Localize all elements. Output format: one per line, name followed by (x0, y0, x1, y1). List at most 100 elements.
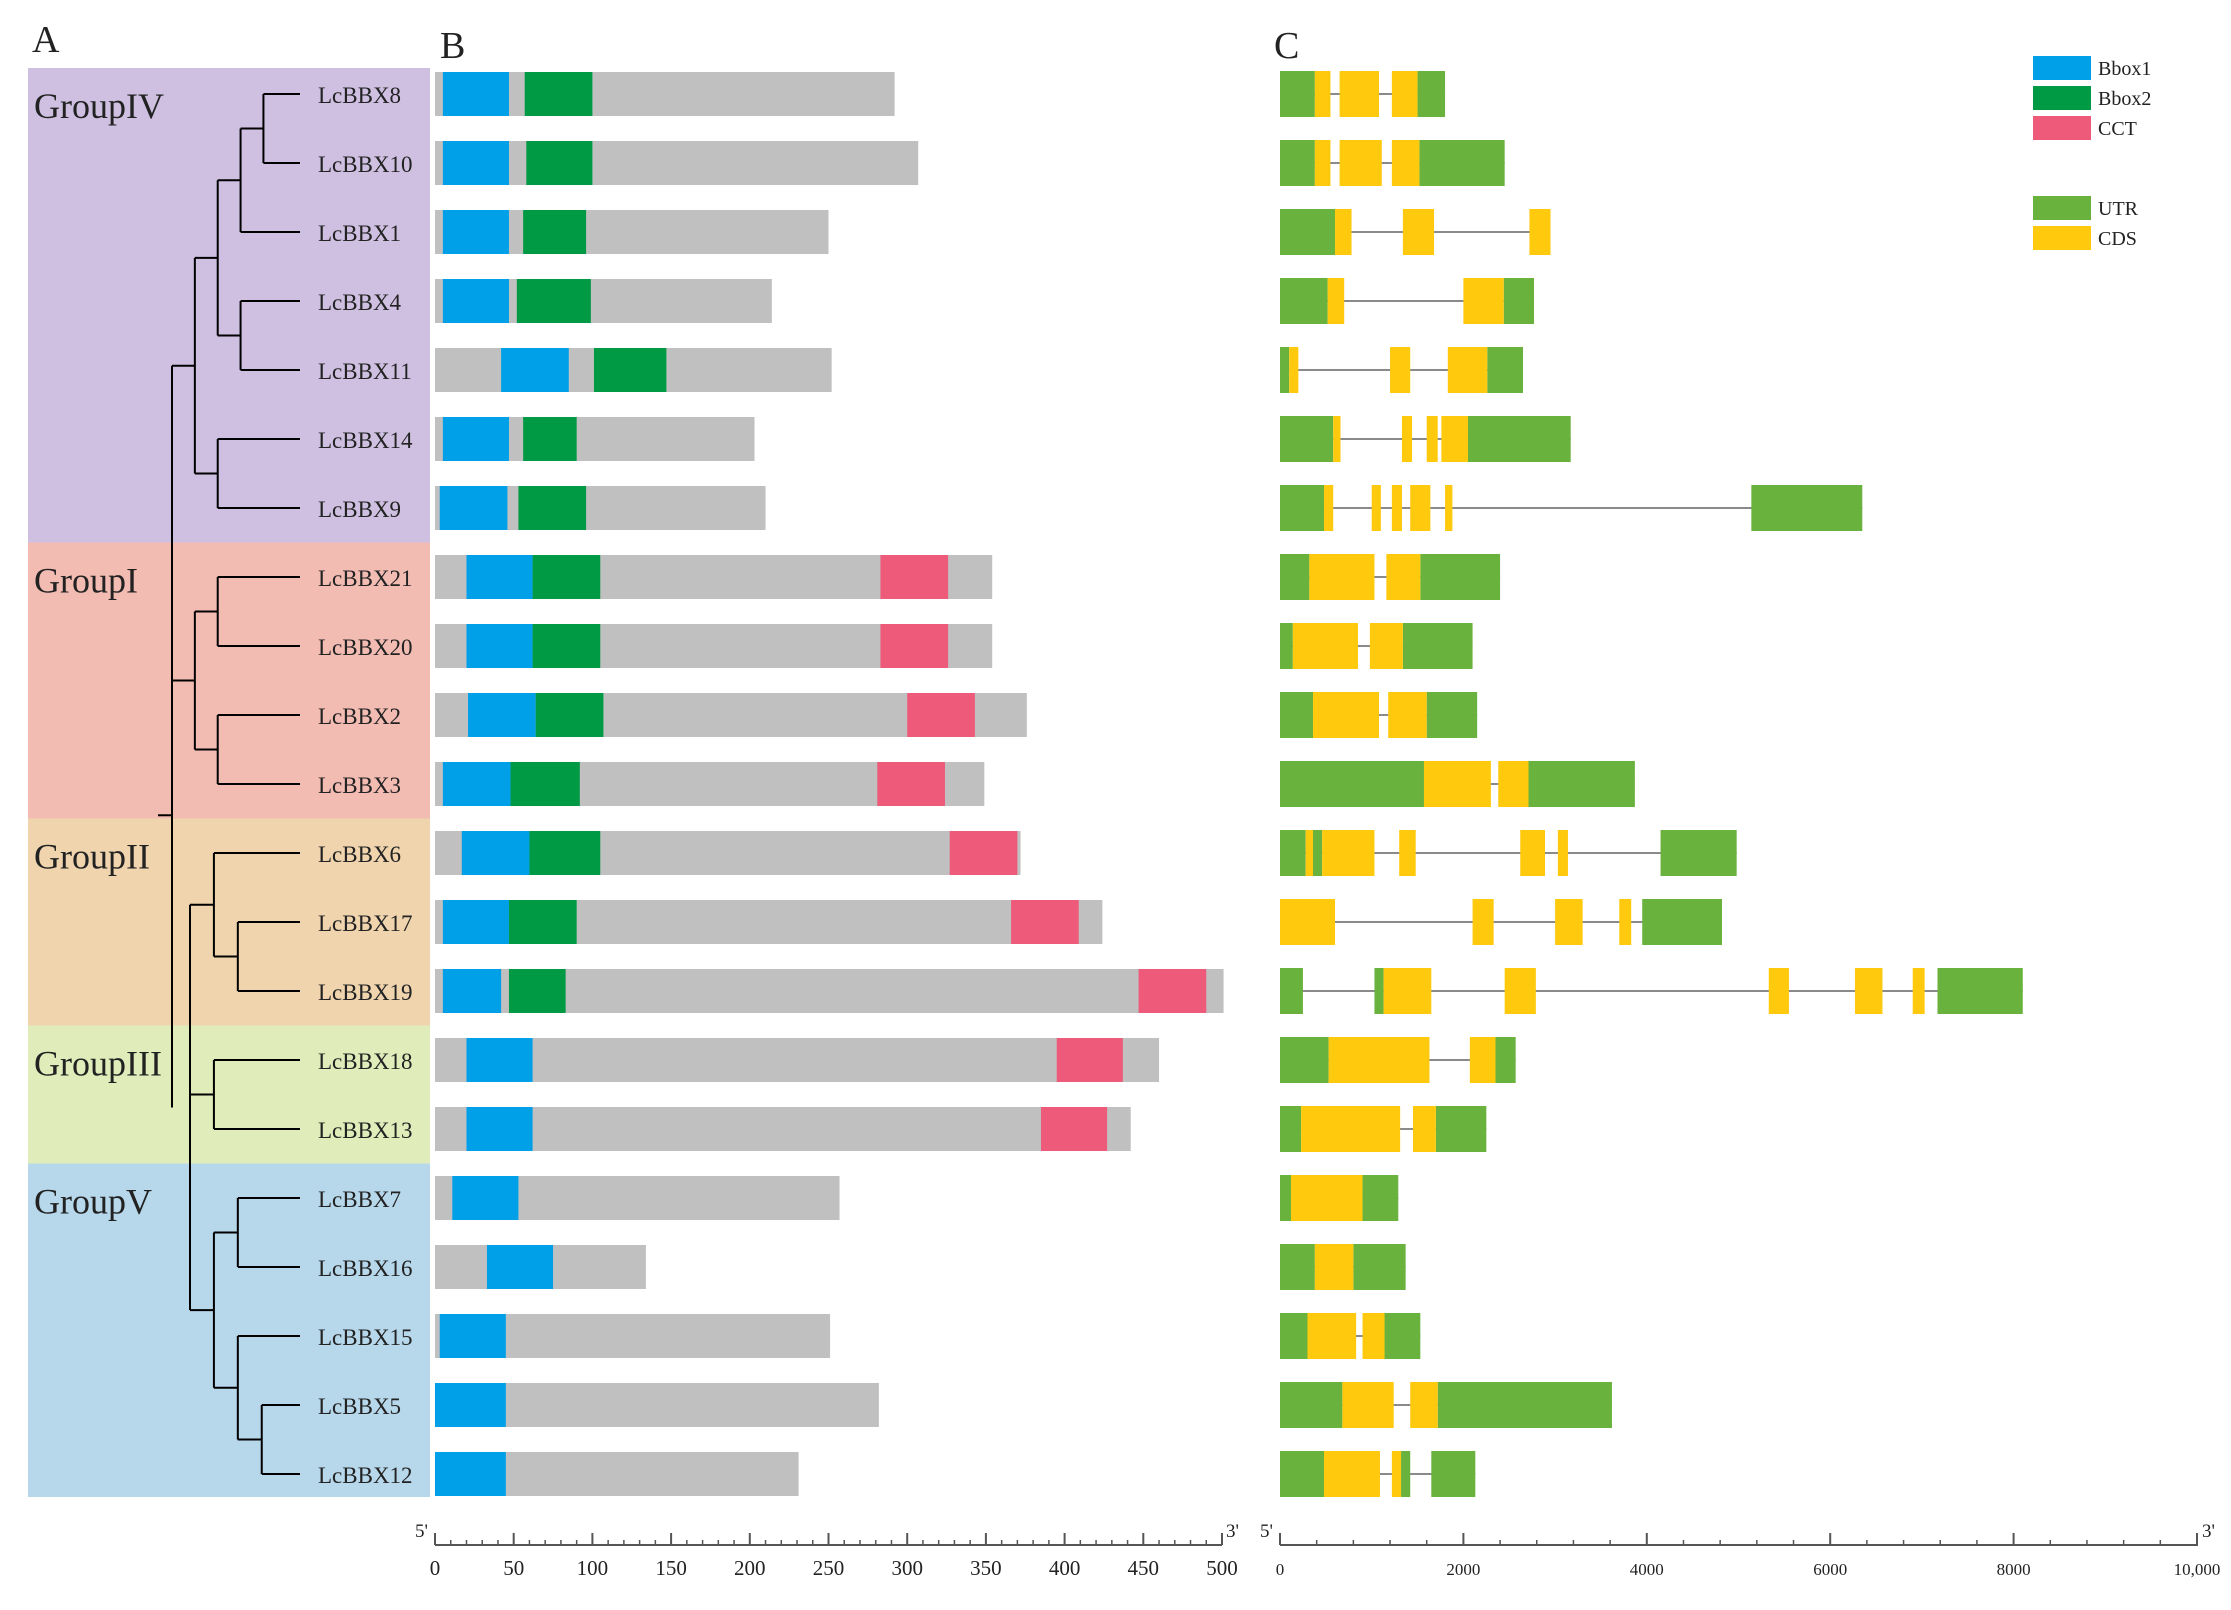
gene-name-label: LcBBX6 (318, 842, 401, 867)
utr-block (1503, 278, 1535, 324)
cds-block (1289, 347, 1299, 393)
cds-block (1339, 71, 1380, 117)
cds-block (1426, 416, 1438, 462)
bbox1-domain (439, 1314, 506, 1358)
gene-structure-panel (1280, 71, 2023, 1497)
gene-name-label: LcBBX14 (318, 428, 413, 453)
axis-tick-label: 50 (503, 1556, 524, 1580)
gene-name-label: LcBBX21 (318, 566, 413, 591)
axis-tick-label: 450 (1128, 1556, 1160, 1580)
cds-block (1328, 1037, 1430, 1083)
cds-block (1291, 1175, 1363, 1221)
cds-block (1463, 278, 1504, 324)
cds-block (1362, 1313, 1385, 1359)
axis-tick-label: 250 (813, 1556, 845, 1580)
legend-label-bbox1: Bbox1 (2098, 58, 2151, 80)
utr-block (1431, 1451, 1476, 1497)
legend-label-bbox2: Bbox2 (2098, 88, 2151, 110)
cct-domain (907, 693, 975, 737)
axis-tick-label: 8000 (1997, 1560, 2031, 1579)
axis-tick-label: 10,000 (2174, 1560, 2221, 1579)
cds-block (1557, 830, 1568, 876)
cds-block (1912, 968, 1925, 1014)
group-background (28, 1163, 430, 1497)
bbox1-domain (442, 141, 509, 185)
gene-name-label: LcBBX15 (318, 1325, 413, 1350)
cds-block (1854, 968, 1883, 1014)
cds-block (1520, 830, 1546, 876)
cds-block (1402, 209, 1435, 255)
cct-domain (1138, 969, 1207, 1013)
protein-bar (435, 1107, 1131, 1151)
bbox2-domain (526, 141, 593, 185)
gene-name-label: LcBBX8 (318, 83, 401, 108)
utr-block (1280, 830, 1306, 876)
axis-end-label: 3' (1226, 1521, 1239, 1542)
bbox1-domain (439, 486, 508, 530)
bbox1-domain (442, 900, 509, 944)
group-background (28, 68, 430, 543)
gene-name-label: LcBBX9 (318, 497, 401, 522)
cds-block (1383, 968, 1432, 1014)
gene-name-labels: LcBBX8 LcBBX10 LcBBX1 LcBBX4 LcBBX11 LcBBX14 L… (318, 83, 413, 1488)
utr-block (1426, 692, 1478, 738)
axis-tick-label: 150 (655, 1556, 687, 1580)
utr-block (1280, 485, 1325, 531)
bbox1-domain (468, 693, 536, 737)
protein-bar (435, 1383, 879, 1427)
cds-block (1472, 899, 1494, 945)
gene-name-label: LcBBX11 (318, 359, 412, 384)
legend-label-cct: CCT (2098, 118, 2137, 140)
bbox1-domain (466, 624, 533, 668)
cds-block (1333, 416, 1341, 462)
gene-name-label: LcBBX2 (318, 704, 401, 729)
utr-block (1751, 485, 1863, 531)
utr-block (1420, 554, 1501, 600)
legend-swatch-cds (2033, 226, 2091, 250)
legend: Bbox1 Bbox2 CCT UTR CDS (2033, 56, 2151, 250)
cds-block (1555, 899, 1583, 945)
gene-name-label: LcBBX7 (318, 1187, 401, 1212)
cct-domain (880, 555, 949, 599)
gene-name-label: LcBBX12 (318, 1463, 413, 1488)
cds-block (1301, 1106, 1401, 1152)
legend-label-cds: CDS (2098, 228, 2137, 250)
utr-block (1280, 761, 1424, 807)
utr-block (1280, 1313, 1308, 1359)
panel-label-a: A (32, 19, 60, 61)
protein-bar (435, 969, 1224, 1013)
legend-swatch-bbox2 (2033, 86, 2091, 110)
utr-block (1401, 1451, 1411, 1497)
utr-block (1353, 1244, 1406, 1290)
gene-name-label: LcBBX5 (318, 1394, 401, 1419)
cds-block (1307, 1313, 1357, 1359)
cds-block (1391, 485, 1402, 531)
bbox1-domain (442, 72, 509, 116)
gene-name-label: LcBBX1 (318, 221, 401, 246)
utr-block (1280, 1244, 1315, 1290)
utr-block (1280, 554, 1310, 600)
group-backgrounds: GroupIV GroupI GroupII GroupIII GroupV (28, 68, 430, 1497)
utr-block (1313, 830, 1323, 876)
cds-block (1529, 209, 1551, 255)
utr-block (1362, 1175, 1399, 1221)
group-label: GroupIV (34, 86, 164, 126)
bbox1-domain (461, 831, 530, 875)
utr-block (1280, 278, 1328, 324)
bbox2-domain (535, 693, 604, 737)
bbox1-domain (442, 969, 502, 1013)
cct-domain (1056, 1038, 1123, 1082)
axis-tick-label: 100 (577, 1556, 609, 1580)
cds-block (1292, 623, 1358, 669)
utr-block (1280, 416, 1334, 462)
utr-block (1642, 899, 1722, 945)
legend-swatch-cct (2033, 116, 2091, 140)
bbox1-domain (452, 1176, 519, 1220)
gene-name-label: LcBBX18 (318, 1049, 413, 1074)
utr-block (1280, 623, 1293, 669)
cds-block (1314, 1244, 1354, 1290)
cds-block (1342, 1382, 1394, 1428)
utr-block (1467, 416, 1571, 462)
cds-block (1445, 485, 1453, 531)
panel-label-c: C (1274, 25, 1299, 67)
